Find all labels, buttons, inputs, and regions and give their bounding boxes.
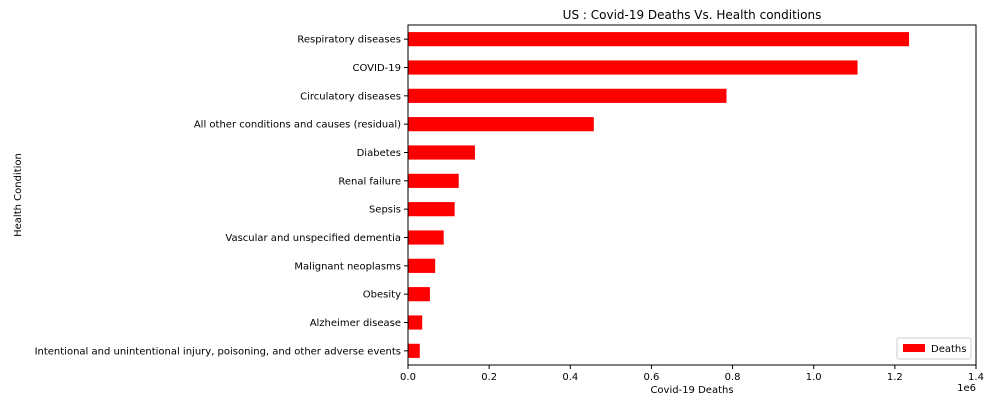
bar bbox=[408, 60, 858, 75]
y-tick-label: Alzheimer disease bbox=[310, 318, 401, 329]
y-tick-label: Intentional and unintentional injury, po… bbox=[35, 346, 401, 357]
bar bbox=[408, 258, 436, 273]
chart-title: US : Covid-19 Deaths Vs. Health conditio… bbox=[563, 8, 822, 22]
y-tick-label: Respiratory diseases bbox=[297, 35, 401, 46]
bar bbox=[408, 117, 594, 132]
bar bbox=[408, 32, 910, 47]
x-tick-label: 0.0 bbox=[400, 372, 416, 383]
y-axis-title: Health Condition bbox=[13, 153, 24, 237]
y-tick-label: Sepsis bbox=[369, 205, 401, 216]
bar bbox=[408, 88, 727, 103]
y-tick-label: COVID-19 bbox=[352, 63, 401, 74]
y-axis-ticks: Respiratory diseases COVID-19 Circulatory … bbox=[35, 35, 408, 357]
x-axis-offset-label: 1e6 bbox=[957, 383, 976, 394]
bar bbox=[408, 202, 455, 217]
bar bbox=[408, 173, 459, 188]
y-tick-label: Malignant neoplasms bbox=[294, 261, 401, 272]
bar bbox=[408, 230, 444, 245]
bars-group bbox=[408, 32, 910, 358]
x-tick-label: 1.2 bbox=[887, 372, 903, 383]
x-tick-label: 0.2 bbox=[481, 372, 497, 383]
bar bbox=[408, 145, 475, 160]
y-tick-label: Circulatory diseases bbox=[300, 91, 401, 102]
legend: Deaths bbox=[896, 337, 972, 360]
y-tick-label: Vascular and unspecified dementia bbox=[225, 233, 401, 244]
x-tick-label: 0.8 bbox=[725, 372, 741, 383]
y-tick-label: Diabetes bbox=[357, 148, 401, 159]
legend-box bbox=[896, 337, 972, 360]
x-tick-label: 0.6 bbox=[643, 372, 659, 383]
legend-swatch-deaths bbox=[903, 344, 925, 352]
x-tick-label: 0.4 bbox=[562, 372, 578, 383]
y-tick-label: Obesity bbox=[363, 290, 401, 301]
y-tick-label: All other conditions and causes (residua… bbox=[194, 120, 401, 131]
bar bbox=[408, 343, 420, 358]
plot-frame bbox=[407, 24, 977, 366]
x-axis-title: Covid-19 Deaths bbox=[650, 385, 733, 396]
x-tick-label: 1.0 bbox=[806, 372, 822, 383]
x-axis-ticks: 0.0 0.2 0.4 0.6 0.8 1.0 1.2 1.4 bbox=[400, 365, 984, 383]
x-tick-label: 1.4 bbox=[968, 372, 984, 383]
y-tick-label: Renal failure bbox=[338, 176, 401, 187]
bar bbox=[408, 315, 423, 330]
bar bbox=[408, 287, 430, 302]
legend-label-deaths: Deaths bbox=[931, 344, 966, 355]
